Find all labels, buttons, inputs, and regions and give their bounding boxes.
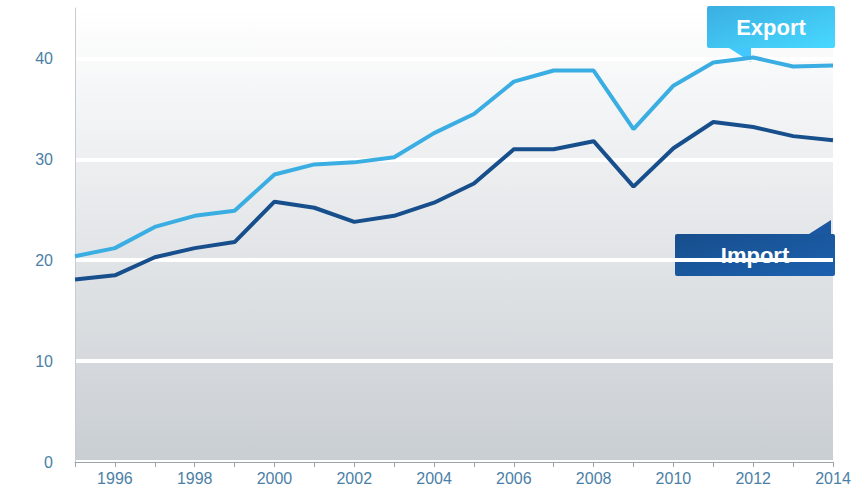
svg-text:2014: 2014 [815, 470, 851, 487]
svg-text:1996: 1996 [97, 470, 133, 487]
svg-text:2002: 2002 [336, 470, 372, 487]
svg-text:0: 0 [44, 454, 53, 471]
svg-text:2000: 2000 [257, 470, 293, 487]
svg-text:20: 20 [35, 252, 53, 269]
svg-text:Export: Export [736, 15, 806, 40]
svg-text:1998: 1998 [177, 470, 213, 487]
svg-text:2008: 2008 [576, 470, 612, 487]
svg-text:10: 10 [35, 353, 53, 370]
svg-text:30: 30 [35, 151, 53, 168]
svg-text:2006: 2006 [496, 470, 532, 487]
svg-text:2010: 2010 [656, 470, 692, 487]
svg-text:2012: 2012 [735, 470, 771, 487]
svg-text:Import: Import [721, 243, 790, 268]
svg-text:2004: 2004 [416, 470, 452, 487]
svg-text:40: 40 [35, 50, 53, 67]
